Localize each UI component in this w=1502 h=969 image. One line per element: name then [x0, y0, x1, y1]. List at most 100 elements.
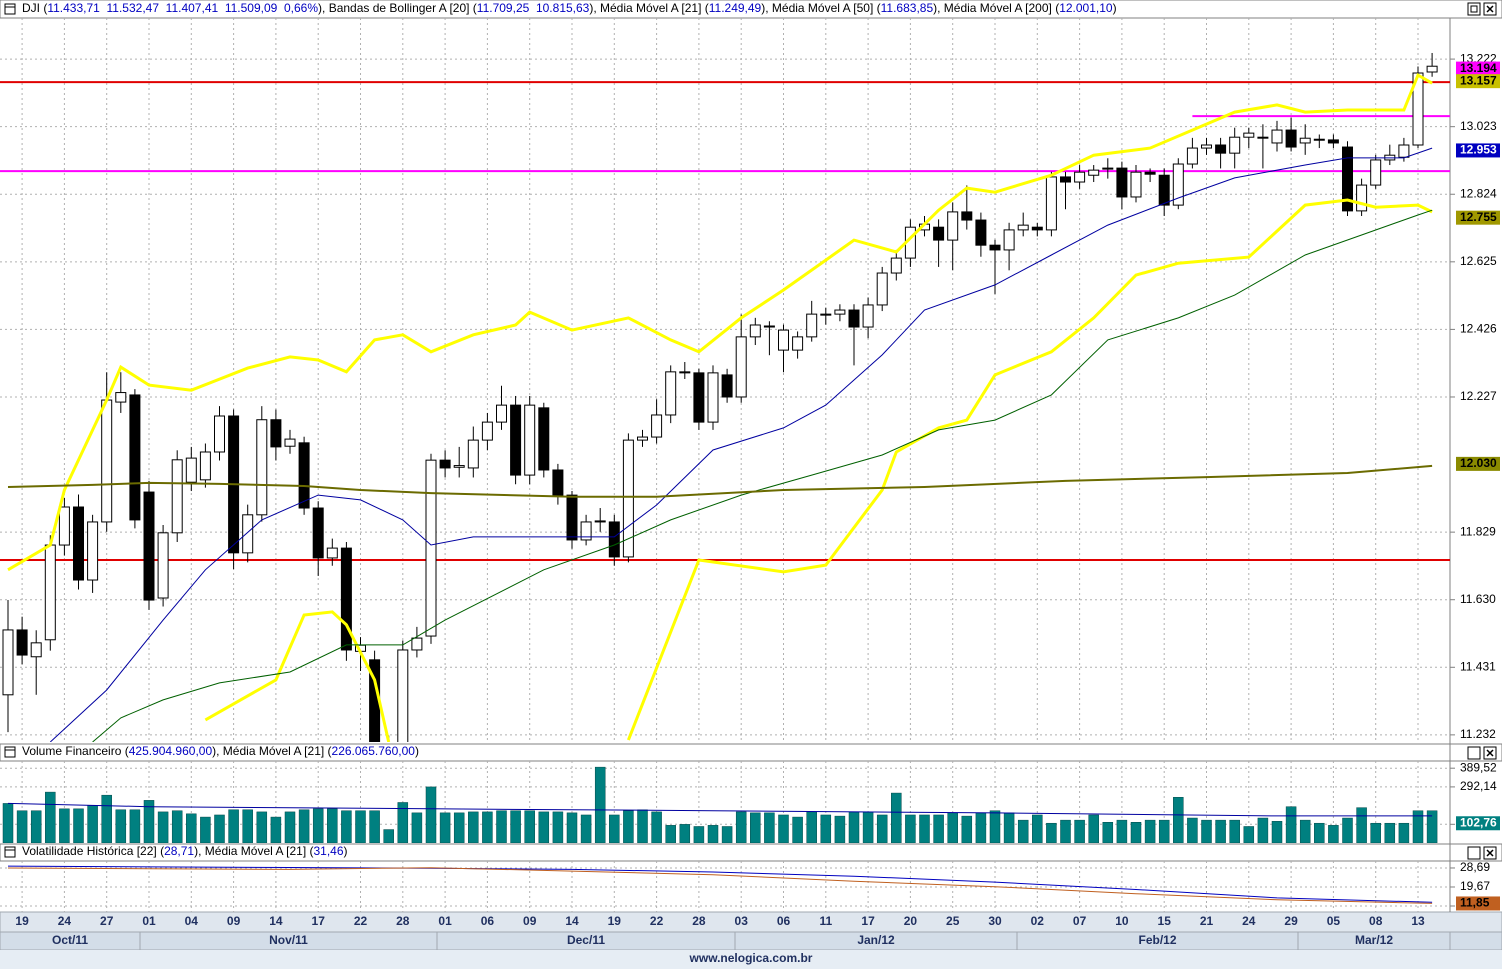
value-tag — [1456, 74, 1500, 89]
value-tag-label: 13.157 — [1460, 73, 1497, 87]
panel-icon — [4, 746, 16, 758]
bar — [1215, 819, 1226, 843]
candle-body — [820, 313, 832, 316]
bar — [679, 824, 691, 843]
x-tick-label: 24 — [58, 914, 72, 928]
y-tick-label: 11.431 — [1460, 659, 1496, 673]
candle-body — [552, 469, 564, 496]
candle-body — [1144, 171, 1156, 175]
bar — [735, 811, 747, 843]
candle-body — [1017, 224, 1029, 231]
bar — [609, 814, 620, 843]
maximize-button[interactable] — [1467, 846, 1481, 860]
candle-body — [256, 419, 268, 516]
x-tick-label: 20 — [904, 914, 918, 928]
bar — [439, 812, 451, 843]
bar — [975, 812, 987, 843]
value-tag — [1456, 456, 1500, 471]
indicator-line — [7, 867, 1433, 904]
candle-body — [524, 404, 536, 476]
month-label: Dec/11 — [567, 933, 605, 947]
title-part: DJI ( — [22, 1, 47, 15]
candle-body — [806, 313, 818, 338]
candle-body — [157, 532, 169, 599]
title-part: 11.709,25 10.815,63 — [477, 1, 590, 15]
y-tick-label: 12.227 — [1460, 389, 1497, 403]
x-tick-label: 19 — [608, 914, 622, 928]
bar — [961, 815, 973, 843]
bar — [256, 811, 268, 843]
bar — [186, 813, 197, 843]
window-buttons[interactable] — [1467, 2, 1497, 860]
x-tick-label: 09 — [523, 914, 537, 928]
x-tick-label: 05 — [1327, 914, 1341, 928]
candle-body — [242, 514, 254, 554]
x-tick-label: 17 — [312, 914, 326, 928]
y-tick-label: 28,69 — [1460, 860, 1490, 874]
candle-body — [848, 309, 860, 328]
bar — [876, 814, 888, 843]
bar — [538, 811, 550, 843]
panel-icon — [4, 3, 16, 15]
bar — [1426, 810, 1438, 843]
bar — [862, 811, 874, 843]
maximize-button[interactable] — [1467, 2, 1481, 16]
bar — [73, 808, 84, 843]
bar — [693, 826, 705, 843]
bar — [905, 814, 916, 843]
bar — [665, 825, 676, 843]
panel-title: DJI (11.433,71 11.532,47 11.407,41 11.50… — [22, 1, 1117, 15]
value-tag — [1456, 210, 1500, 225]
bar — [1032, 814, 1043, 843]
y-tick-label: 11.829 — [1460, 524, 1496, 538]
candle-body — [129, 394, 141, 521]
bar — [1412, 810, 1424, 843]
candle-body — [73, 506, 84, 581]
candle-body — [778, 329, 789, 351]
candle-body — [1313, 138, 1325, 141]
maximize-button[interactable] — [1467, 746, 1481, 760]
title-part: 11.433,71 11.532,47 11.407,41 11.509,09 … — [47, 1, 318, 15]
candle-body — [1356, 184, 1368, 212]
candle-body — [1299, 137, 1311, 144]
bar — [16, 810, 28, 843]
title-part: ), Média Móvel A [21] ( — [212, 744, 331, 758]
x-tick-label: 28 — [396, 914, 410, 928]
candle-body — [1045, 176, 1057, 231]
candle-body — [693, 372, 705, 423]
bar — [1144, 819, 1156, 843]
candle-body — [1398, 144, 1410, 158]
x-tick-label: 04 — [185, 914, 199, 928]
bar — [848, 811, 860, 843]
value-tag — [1456, 61, 1500, 76]
x-tick-label: 14 — [269, 914, 283, 928]
x-tick-label: 24 — [1242, 914, 1256, 928]
month-label: Oct/11 — [52, 933, 88, 947]
candle-body — [453, 465, 465, 468]
bar — [45, 791, 56, 843]
y-tick-label: 11.232 — [1460, 727, 1496, 741]
x-tick-label: 22 — [354, 914, 368, 928]
bar — [1158, 819, 1170, 843]
x-tick-label: 30 — [988, 914, 1002, 928]
candle-body — [101, 399, 113, 523]
candle-body — [143, 491, 155, 601]
candle-body — [1285, 129, 1297, 148]
candle-body — [2, 629, 14, 696]
bar — [1187, 817, 1198, 843]
x-tick-label: 21 — [1200, 914, 1214, 928]
title-part: 11.683,85 — [881, 1, 934, 15]
bar — [242, 809, 253, 843]
footer: www.nelogica.com.br — [689, 951, 813, 965]
bar — [806, 811, 817, 843]
x-tick-label: 10 — [1115, 914, 1129, 928]
plot-area — [0, 18, 1450, 742]
bar — [369, 810, 380, 843]
title-part: ), Média Móvel A [50] ( — [761, 1, 880, 15]
y-tick-label: 19,67 — [1460, 879, 1490, 893]
x-tick-label: 08 — [1369, 914, 1383, 928]
candle-body — [326, 547, 338, 559]
bar — [1046, 822, 1057, 843]
candle-body — [608, 521, 620, 558]
candle-body — [1060, 176, 1071, 183]
